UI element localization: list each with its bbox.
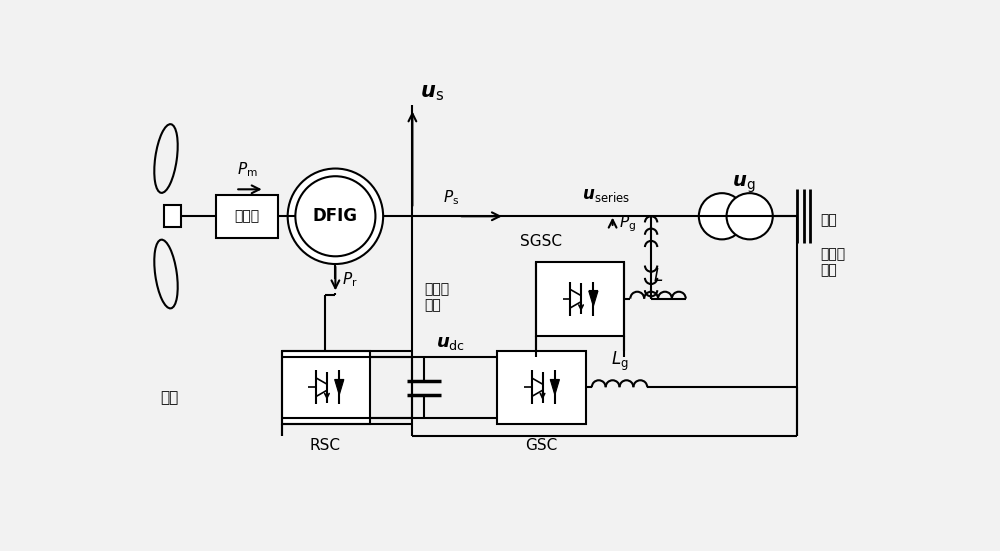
Text: $\boldsymbol{u}_{\mathrm{series}}$: $\boldsymbol{u}_{\mathrm{series}}$ bbox=[582, 186, 630, 204]
Circle shape bbox=[699, 193, 745, 239]
Polygon shape bbox=[335, 380, 344, 395]
Circle shape bbox=[295, 176, 375, 256]
Text: 齿轮箱: 齿轮箱 bbox=[234, 209, 259, 223]
Polygon shape bbox=[550, 380, 559, 395]
Bar bbox=[282, 351, 370, 424]
Text: $\boldsymbol{u}_{\mathrm{g}}$: $\boldsymbol{u}_{\mathrm{g}}$ bbox=[732, 173, 755, 195]
Text: 风机: 风机 bbox=[161, 390, 179, 405]
Text: 电网: 电网 bbox=[820, 213, 837, 227]
Text: 风电场
母线: 风电场 母线 bbox=[820, 247, 846, 278]
Text: 发电机
母线: 发电机 母线 bbox=[424, 282, 449, 312]
Text: $P_{\mathrm{m}}$: $P_{\mathrm{m}}$ bbox=[237, 160, 258, 179]
Text: GSC: GSC bbox=[525, 438, 557, 453]
Text: SGSC: SGSC bbox=[520, 234, 562, 249]
Circle shape bbox=[727, 193, 773, 239]
Text: $\boldsymbol{u}_{\mathrm{dc}}$: $\boldsymbol{u}_{\mathrm{dc}}$ bbox=[436, 334, 465, 352]
Bar bbox=[497, 351, 586, 424]
Text: $L$: $L$ bbox=[653, 267, 663, 285]
Text: DFIG: DFIG bbox=[313, 207, 358, 225]
Text: RSC: RSC bbox=[310, 438, 341, 453]
Text: $P_{\mathrm{s}}$: $P_{\mathrm{s}}$ bbox=[443, 188, 459, 207]
Bar bbox=[536, 262, 624, 336]
Bar bbox=[164, 206, 181, 227]
Text: $P_{\mathrm{g}}$: $P_{\mathrm{g}}$ bbox=[619, 214, 636, 234]
Circle shape bbox=[288, 169, 383, 264]
Text: $\boldsymbol{u}_{\mathrm{s}}$: $\boldsymbol{u}_{\mathrm{s}}$ bbox=[420, 83, 444, 103]
Polygon shape bbox=[589, 291, 598, 306]
Bar bbox=[216, 195, 278, 238]
Text: $P_{\mathrm{r}}$: $P_{\mathrm{r}}$ bbox=[342, 270, 357, 289]
Text: $L_{\mathrm{g}}$: $L_{\mathrm{g}}$ bbox=[611, 350, 628, 374]
